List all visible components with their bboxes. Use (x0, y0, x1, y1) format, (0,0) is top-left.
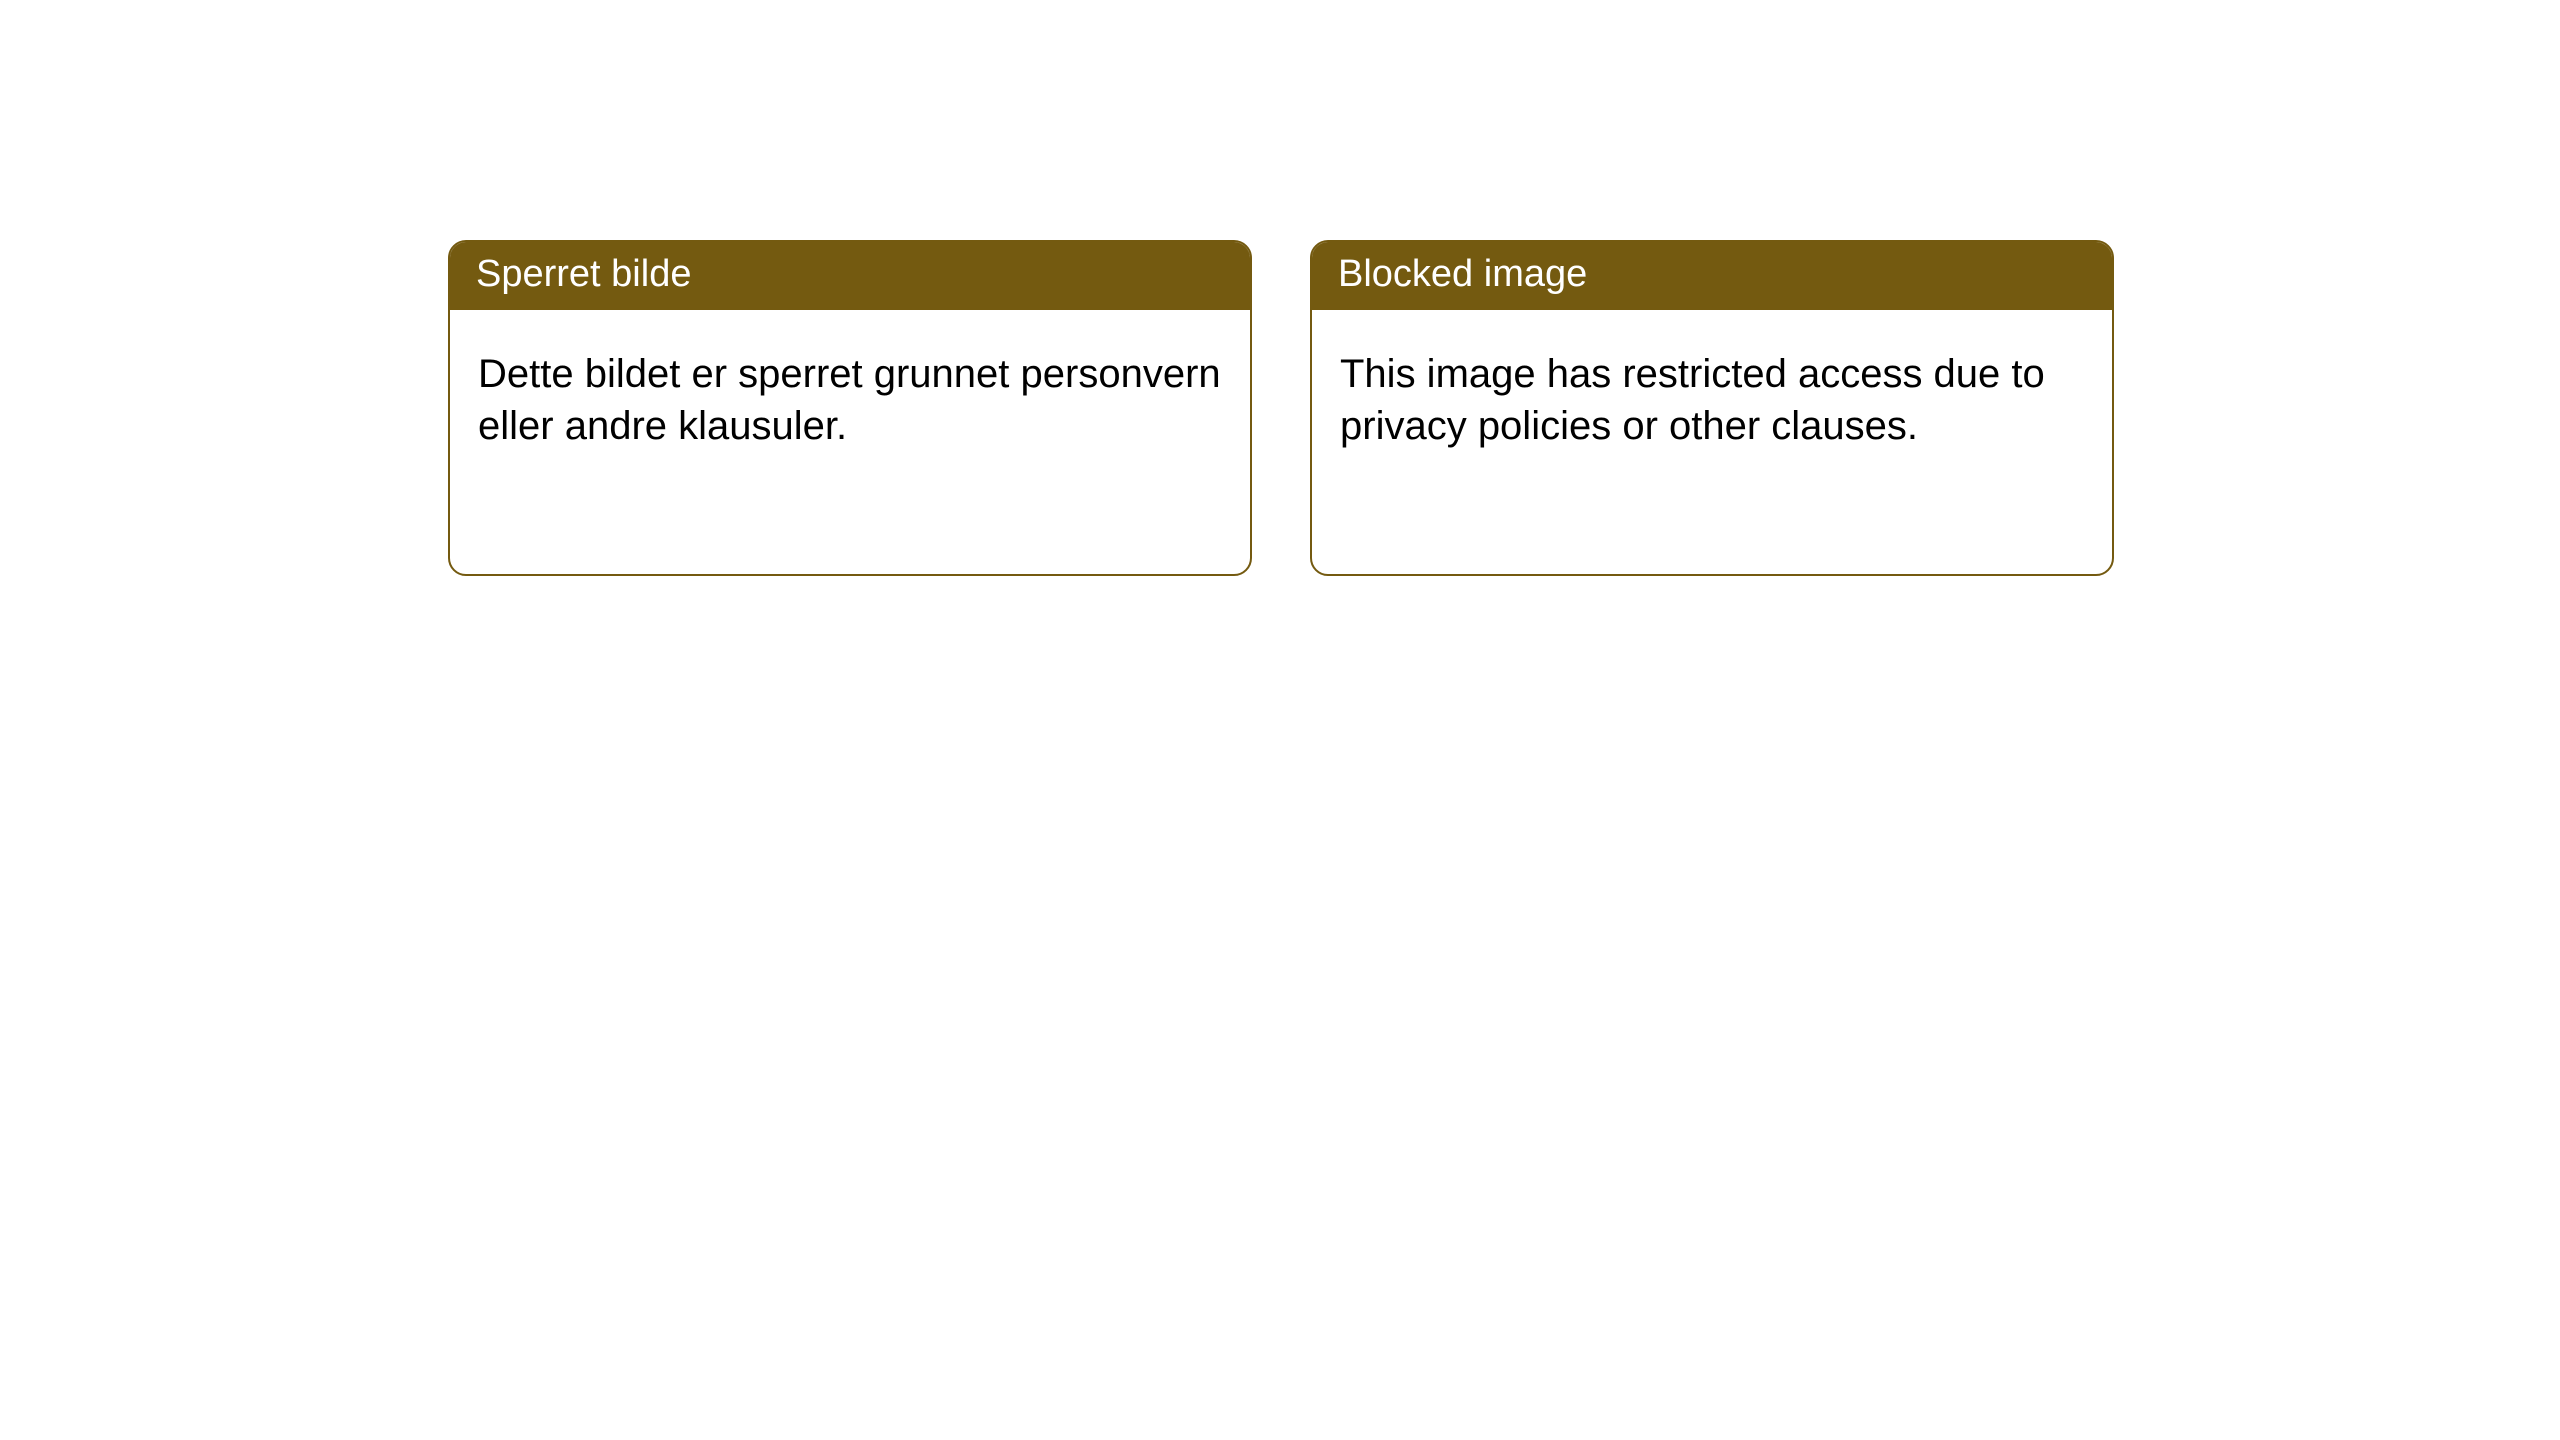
blocked-image-card-en: Blocked image This image has restricted … (1310, 240, 2114, 576)
card-title: Sperret bilde (450, 242, 1250, 310)
card-title: Blocked image (1312, 242, 2112, 310)
blocked-image-card-no: Sperret bilde Dette bildet er sperret gr… (448, 240, 1252, 576)
card-message: Dette bildet er sperret grunnet personve… (450, 310, 1250, 490)
notice-container: Sperret bilde Dette bildet er sperret gr… (0, 0, 2560, 576)
card-message: This image has restricted access due to … (1312, 310, 2112, 490)
